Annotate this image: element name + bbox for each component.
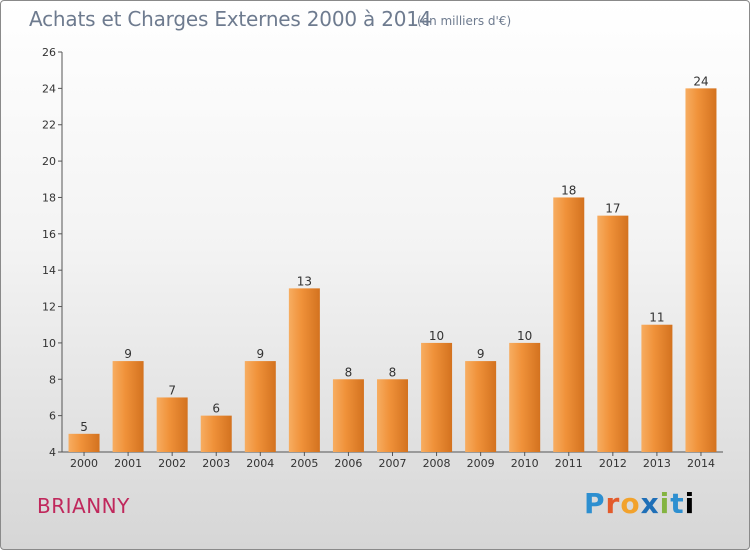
bar xyxy=(332,379,364,452)
chart-subtitle: (en milliers d'€) xyxy=(417,14,512,28)
x-tick-label: 2013 xyxy=(643,457,671,470)
bar xyxy=(465,361,497,452)
y-tick-label: 26 xyxy=(42,46,56,59)
bar xyxy=(509,342,541,452)
y-tick-label: 22 xyxy=(42,119,56,132)
logo-letter: i xyxy=(684,487,696,520)
bar-value-label: 9 xyxy=(256,347,264,361)
bar-value-label: 11 xyxy=(649,311,664,325)
y-tick-label: 12 xyxy=(42,301,56,314)
bar xyxy=(200,415,232,452)
logo-letter: x xyxy=(640,487,660,520)
y-tick-label: 20 xyxy=(42,155,56,168)
bar xyxy=(156,397,188,452)
city-name: BRIANNY xyxy=(37,494,130,518)
bar xyxy=(597,215,629,452)
bar-value-label: 18 xyxy=(561,183,576,197)
logo-letter: r xyxy=(605,487,621,520)
y-tick-label: 16 xyxy=(42,228,56,241)
x-tick-label: 2012 xyxy=(599,457,627,470)
x-tick-label: 2002 xyxy=(158,457,186,470)
x-tick-label: 2011 xyxy=(555,457,583,470)
bar-value-label: 5 xyxy=(80,420,88,434)
bar xyxy=(421,342,453,452)
x-tick-label: 2005 xyxy=(290,457,318,470)
x-tick-label: 2004 xyxy=(246,457,274,470)
x-tick-label: 2006 xyxy=(334,457,362,470)
bar xyxy=(68,433,100,452)
y-tick-label: 10 xyxy=(42,337,56,350)
y-tick-label: 4 xyxy=(49,446,56,459)
bar xyxy=(288,288,320,452)
bar xyxy=(685,88,717,452)
logo-letter: P xyxy=(584,487,606,520)
logo-letter: o xyxy=(620,487,641,520)
x-tick-label: 2009 xyxy=(467,457,495,470)
bar xyxy=(112,361,144,452)
bar-value-label: 8 xyxy=(345,365,353,379)
x-tick-label: 2003 xyxy=(202,457,230,470)
bar xyxy=(641,324,673,452)
x-tick-label: 2007 xyxy=(379,457,407,470)
x-tick-label: 2008 xyxy=(423,457,451,470)
y-tick-label: 24 xyxy=(42,82,56,95)
logo-letter: t xyxy=(670,487,685,520)
bar-value-label: 9 xyxy=(124,347,132,361)
bar-value-label: 24 xyxy=(693,74,708,88)
bar-value-label: 9 xyxy=(477,347,485,361)
bar-value-label: 7 xyxy=(168,383,176,397)
proxiti-logo[interactable]: Proxiti xyxy=(584,487,695,520)
bar-value-label: 17 xyxy=(605,202,620,216)
bar-value-label: 13 xyxy=(297,274,312,288)
bar-value-label: 6 xyxy=(212,402,220,416)
bar-value-label: 10 xyxy=(517,329,532,343)
x-tick-label: 2014 xyxy=(687,457,715,470)
bar xyxy=(244,361,276,452)
y-tick-label: 18 xyxy=(42,191,56,204)
x-tick-label: 2000 xyxy=(70,457,98,470)
bar xyxy=(553,197,585,452)
logo-letter: i xyxy=(659,487,671,520)
y-tick-label: 14 xyxy=(42,264,56,277)
bar xyxy=(377,379,408,452)
y-tick-label: 8 xyxy=(49,373,56,386)
chart-title: Achats et Charges Externes 2000 à 2014 xyxy=(29,7,432,31)
x-tick-label: 2010 xyxy=(511,457,539,470)
bar-value-label: 10 xyxy=(429,329,444,343)
y-tick-label: 6 xyxy=(49,410,56,423)
x-tick-label: 2001 xyxy=(114,457,142,470)
bar-value-label: 8 xyxy=(389,365,397,379)
